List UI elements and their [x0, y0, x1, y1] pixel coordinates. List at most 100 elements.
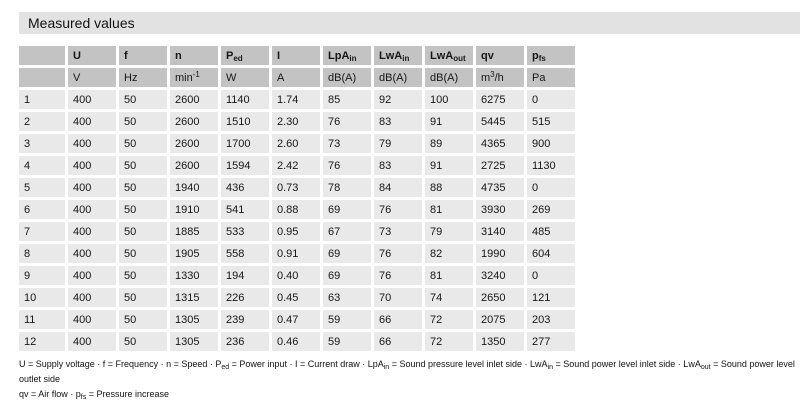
col-header-LpAin: LpAin	[323, 46, 371, 65]
measured-values-table: U f n Ped I LpAin LwAin LwAout qv pfs V …	[16, 43, 578, 354]
cell-LpAin: 73	[323, 134, 371, 153]
cell-Ped: 1140	[221, 90, 269, 109]
cell-U: 400	[68, 178, 116, 197]
cell-qv: 2075	[476, 310, 524, 329]
cell-U: 400	[68, 222, 116, 241]
cell-LwAin: 76	[374, 266, 422, 285]
col-header-LwAout: LwAout	[425, 46, 473, 65]
cell-qv: 3240	[476, 266, 524, 285]
cell-LpAin: 67	[323, 222, 371, 241]
cell-qv: 1350	[476, 332, 524, 351]
cell-pfs: 604	[527, 244, 575, 263]
cell-I: 0.46	[272, 332, 320, 351]
unit-cell-blank	[19, 68, 65, 87]
table-row: 5 400 50 1940 436 0.73 78 84 88 4735 0	[19, 178, 575, 197]
cell-pfs: 0	[527, 90, 575, 109]
table-row: 3 400 50 2600 1700 2.60 73 79 89 4365 90…	[19, 134, 575, 153]
cell-n: 1330	[170, 266, 218, 285]
cell-LwAout: 72	[425, 332, 473, 351]
cell-n: 2600	[170, 112, 218, 131]
cell-f: 50	[119, 310, 167, 329]
cell-LwAout: 81	[425, 200, 473, 219]
cell-U: 400	[68, 156, 116, 175]
cell-LwAin: 83	[374, 112, 422, 131]
cell-LwAin: 76	[374, 244, 422, 263]
cell-pfs: 900	[527, 134, 575, 153]
cell-qv: 6275	[476, 90, 524, 109]
cell-n: 2600	[170, 134, 218, 153]
col-header-n: n	[170, 46, 218, 65]
table-row: 11 400 50 1305 239 0.47 59 66 72 2075 20…	[19, 310, 575, 329]
cell-U: 400	[68, 200, 116, 219]
cell-I: 0.45	[272, 288, 320, 307]
cell-U: 400	[68, 134, 116, 153]
cell-LwAin: 70	[374, 288, 422, 307]
cell-Ped: 194	[221, 266, 269, 285]
unit-cell-I: A	[272, 68, 320, 87]
cell-LwAin: 83	[374, 156, 422, 175]
cell-I: 2.60	[272, 134, 320, 153]
cell-LwAin: 73	[374, 222, 422, 241]
cell-qv: 2650	[476, 288, 524, 307]
cell-qv: 3140	[476, 222, 524, 241]
row-number-cell: 2	[19, 112, 65, 131]
footnote-line-1: U = Supply voltage · f = Frequency · n =…	[19, 359, 795, 384]
col-header-I: I	[272, 46, 320, 65]
cell-I: 2.42	[272, 156, 320, 175]
cell-n: 1940	[170, 178, 218, 197]
cell-f: 50	[119, 200, 167, 219]
table-row: 4 400 50 2600 1594 2.42 76 83 91 2725 11…	[19, 156, 575, 175]
row-number-cell: 9	[19, 266, 65, 285]
row-number-cell: 12	[19, 332, 65, 351]
section-title-bar: Measured values	[19, 12, 800, 34]
col-header-Ped: Ped	[221, 46, 269, 65]
unit-cell-LwAin: dB(A)	[374, 68, 422, 87]
cell-n: 2600	[170, 90, 218, 109]
cell-n: 1885	[170, 222, 218, 241]
row-number-cell: 11	[19, 310, 65, 329]
unit-cell-LwAout: dB(A)	[425, 68, 473, 87]
cell-LwAout: 88	[425, 178, 473, 197]
col-header-blank	[19, 46, 65, 65]
cell-qv: 1990	[476, 244, 524, 263]
cell-Ped: 239	[221, 310, 269, 329]
table-row: 7 400 50 1885 533 0.95 67 73 79 3140 485	[19, 222, 575, 241]
cell-f: 50	[119, 178, 167, 197]
cell-pfs: 0	[527, 266, 575, 285]
cell-U: 400	[68, 112, 116, 131]
cell-LwAin: 92	[374, 90, 422, 109]
cell-U: 400	[68, 288, 116, 307]
unit-cell-U: V	[68, 68, 116, 87]
cell-I: 0.73	[272, 178, 320, 197]
cell-LpAin: 69	[323, 200, 371, 219]
row-number-cell: 4	[19, 156, 65, 175]
col-header-qv: qv	[476, 46, 524, 65]
col-header-f: f	[119, 46, 167, 65]
unit-cell-qv: m3/h	[476, 68, 524, 87]
cell-qv: 3930	[476, 200, 524, 219]
table-row: 8 400 50 1905 558 0.91 69 76 82 1990 604	[19, 244, 575, 263]
row-number-cell: 5	[19, 178, 65, 197]
cell-f: 50	[119, 134, 167, 153]
col-header-U: U	[68, 46, 116, 65]
cell-I: 0.88	[272, 200, 320, 219]
cell-U: 400	[68, 90, 116, 109]
unit-cell-f: Hz	[119, 68, 167, 87]
cell-LpAin: 76	[323, 156, 371, 175]
table-row: 12 400 50 1305 236 0.46 59 66 72 1350 27…	[19, 332, 575, 351]
col-header-pfs: pfs	[527, 46, 575, 65]
cell-I: 2.30	[272, 112, 320, 131]
table-row: 9 400 50 1330 194 0.40 69 76 81 3240 0	[19, 266, 575, 285]
cell-pfs: 269	[527, 200, 575, 219]
cell-Ped: 236	[221, 332, 269, 351]
header-row: U f n Ped I LpAin LwAin LwAout qv pfs	[19, 46, 575, 65]
cell-Ped: 1510	[221, 112, 269, 131]
cell-qv: 5445	[476, 112, 524, 131]
table-header: U f n Ped I LpAin LwAin LwAout qv pfs V …	[19, 46, 575, 87]
cell-LwAin: 66	[374, 310, 422, 329]
cell-f: 50	[119, 288, 167, 307]
cell-Ped: 226	[221, 288, 269, 307]
cell-LwAout: 72	[425, 310, 473, 329]
cell-Ped: 436	[221, 178, 269, 197]
row-number-cell: 3	[19, 134, 65, 153]
